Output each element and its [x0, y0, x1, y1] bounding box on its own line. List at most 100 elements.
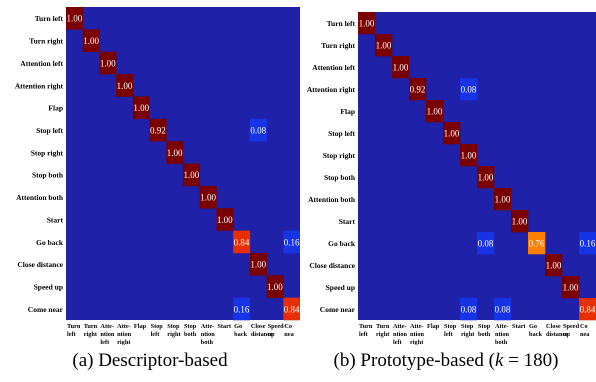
- cell-value-label: 0.84: [284, 304, 300, 314]
- cell-value-label: 0.84: [234, 237, 250, 247]
- column-label: Turn: [67, 323, 81, 330]
- row-label: Attention right: [15, 81, 64, 90]
- column-label: Close: [251, 323, 266, 330]
- column-label: both: [201, 339, 214, 345]
- row-label: Close distance: [17, 260, 63, 269]
- heatmap-cell: [579, 232, 596, 255]
- cell-value-label: 1.00: [83, 36, 99, 46]
- heatmap-cell: [358, 12, 376, 35]
- column-label: right: [376, 331, 390, 338]
- column-label: back: [234, 331, 247, 338]
- column-label: Start: [512, 323, 527, 330]
- heatmap-cell: [375, 34, 393, 57]
- row-label: Turn right: [321, 41, 355, 50]
- cell-value-label: 1.00: [250, 260, 266, 270]
- heatmap-cell: [283, 230, 300, 254]
- row-label: Attention right: [307, 85, 356, 94]
- heatmap-cell: [562, 276, 580, 299]
- cell-value-label: 1.00: [444, 129, 460, 139]
- row-label: Stop left: [36, 126, 63, 135]
- cell-value-label: 1.00: [461, 151, 477, 161]
- column-label: Speed: [563, 323, 580, 330]
- column-label: back: [529, 331, 542, 338]
- column-label: ntion: [393, 331, 407, 338]
- row-label: Flap: [48, 104, 63, 113]
- row-label: Start: [47, 215, 64, 224]
- heatmap-cell: [426, 100, 444, 123]
- column-label: nea: [284, 331, 294, 338]
- column-label: left: [393, 339, 403, 345]
- column-label: right: [410, 339, 424, 345]
- heatmap-cell: [528, 232, 546, 255]
- row-label: Flap: [340, 107, 355, 116]
- caption-prototype: (b) Prototype-based (k = 180): [333, 350, 559, 371]
- column-label: Speed: [268, 323, 285, 330]
- column-label: left: [359, 331, 369, 338]
- column-label: Stop: [444, 323, 457, 330]
- cell-value-label: 1.00: [100, 58, 116, 68]
- row-label: Stop right: [323, 151, 356, 160]
- column-label: both: [495, 339, 508, 345]
- row-label: Close distance: [309, 261, 355, 270]
- cell-value-label: 1.00: [167, 148, 183, 158]
- column-label: Co: [284, 323, 292, 330]
- column-label: ntion: [410, 331, 424, 338]
- row-label: Turn left: [35, 14, 64, 23]
- cell-value-label: 1.00: [200, 193, 216, 203]
- column-label: Atte-: [393, 323, 407, 330]
- column-label: both: [184, 331, 197, 338]
- heatmap-cell: [460, 144, 478, 167]
- row-label: Go back: [328, 239, 356, 248]
- heatmap-cell: [460, 78, 478, 101]
- cell-value-label: 1.00: [376, 41, 392, 51]
- column-label: ntion: [201, 331, 215, 338]
- heatmap-cell: [233, 297, 251, 321]
- cell-value-label: 1.00: [512, 217, 528, 227]
- heatmap-cell: [494, 298, 512, 321]
- heatmap-cell: [132, 96, 150, 120]
- column-label: left: [151, 331, 161, 338]
- column-label: both: [478, 331, 491, 338]
- column-label: Atte-: [495, 323, 509, 330]
- column-label: right: [117, 339, 131, 345]
- column-label: Atte-: [201, 323, 215, 330]
- heatmap-cell: [477, 166, 495, 189]
- column-label: Close: [546, 323, 561, 330]
- heatmap-cell: [149, 118, 167, 142]
- heatmap-cell: [392, 56, 410, 79]
- column-label: up: [563, 331, 571, 338]
- cell-value-label: 1.00: [359, 19, 375, 29]
- heatmap-cell: [266, 275, 284, 298]
- heatmap-cell: [545, 254, 563, 277]
- cell-value-label: 1.00: [563, 283, 579, 293]
- cell-value-label: 0.08: [250, 125, 266, 135]
- cell-value-label: 0.08: [461, 85, 477, 95]
- column-label: ntion: [117, 331, 131, 338]
- row-label: Attention left: [312, 63, 355, 72]
- cell-value-label: 0.92: [410, 85, 426, 95]
- column-label: Flap: [134, 323, 147, 330]
- column-label: Stop: [151, 323, 164, 330]
- heatmap-cell: [166, 141, 184, 164]
- column-label: Stop: [478, 323, 491, 330]
- heatmap-cell: [460, 298, 478, 321]
- cell-value-label: 0.92: [150, 125, 166, 135]
- heatmap-cell: [249, 118, 267, 142]
- heatmap-cell: [409, 78, 427, 101]
- cell-value-label: 0.84: [580, 305, 596, 315]
- column-label: right: [461, 331, 475, 338]
- cell-value-label: 1.00: [217, 215, 233, 225]
- column-label: Turn: [84, 323, 98, 330]
- column-label: Co: [580, 323, 588, 330]
- column-label: right: [167, 331, 181, 338]
- heatmap-cell: [233, 230, 251, 254]
- column-label: up: [268, 331, 276, 338]
- cell-value-label: 1.00: [546, 261, 562, 271]
- heatmap-cell: [494, 188, 512, 211]
- column-label: ntion: [100, 331, 114, 338]
- cell-value-label: 1.00: [66, 14, 82, 24]
- column-label: Stop: [167, 323, 180, 330]
